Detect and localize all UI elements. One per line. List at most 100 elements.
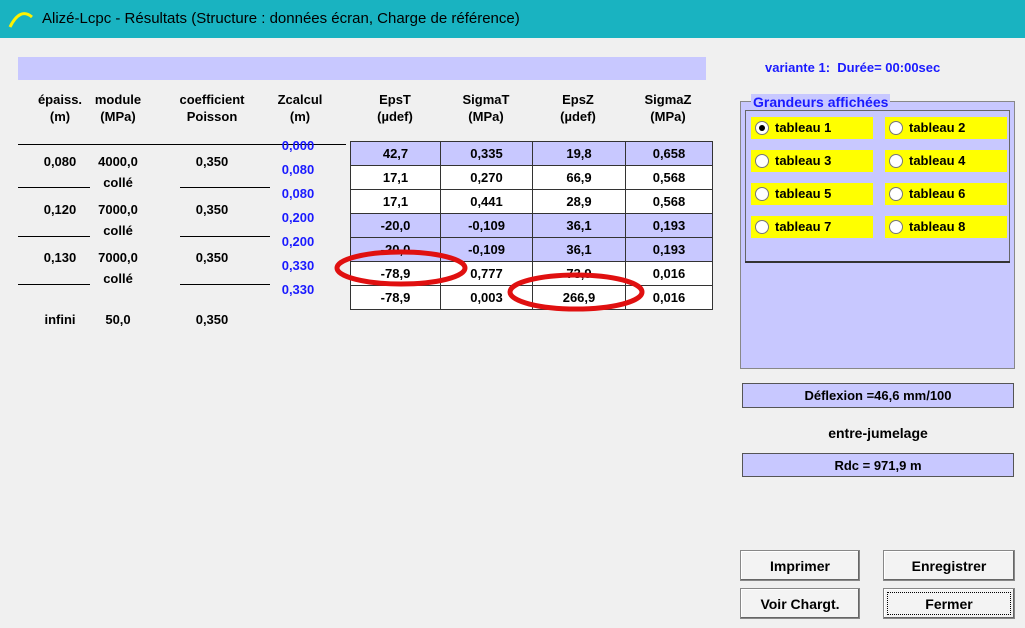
column-header: (m) [289,109,311,124]
result-cell: 0,003 [440,285,533,310]
interface: collé [103,223,133,238]
column-header: coefficient [179,92,245,107]
layer-value: 0,350 [195,250,229,265]
variant-info: variante 1: Durée= 00:00sec [765,60,941,75]
column-header: (MPa) [100,109,136,124]
rule [180,187,270,188]
button[interactable]: Enregistrer [883,550,1015,581]
result-cell: 36,1 [532,213,626,238]
result-cell: 0,658 [625,141,713,166]
radio-option[interactable]: tableau 8 [885,216,1007,238]
radio-button[interactable] [755,121,769,135]
result-cell: 36,1 [532,237,626,262]
column-header: (MPa) [650,109,686,124]
position-label: entre-jumelage [828,424,928,441]
title-bar: Alizé-Lcpc - Résultats (Structure : donn… [0,0,1025,38]
radio-option[interactable]: tableau 7 [751,216,873,238]
zcalcul: 0,080 [281,186,315,201]
result-cell: 0,193 [625,213,713,238]
radio-button[interactable] [889,187,903,201]
radio-option[interactable]: tableau 2 [885,117,1007,139]
result-cell: 0,441 [440,189,533,214]
column-header: (µdef) [377,109,413,124]
result-cell: 0,016 [625,261,713,286]
column-header: (m) [49,109,71,124]
radio-option[interactable]: tableau 6 [885,183,1007,205]
zcalcul: 0,200 [281,234,315,249]
radio-label: tableau 4 [909,153,966,168]
radio-label: tableau 8 [909,219,966,234]
column-header: module [94,92,142,107]
result-cell: -0,109 [440,213,533,238]
result-cell: 266,9 [532,285,626,310]
column-header: Zcalcul [277,92,323,107]
zcalcul: 0,000 [281,138,315,153]
radio-button[interactable] [755,187,769,201]
window-title: Alizé-Lcpc - Résultats (Structure : donn… [42,10,520,27]
display-group: Grandeurs affichées tableau 1 tableau 2 ta… [740,94,1015,369]
zcalcul: 0,080 [281,162,315,177]
button[interactable]: Voir Chargt. [740,588,860,619]
radio-label: tableau 2 [909,120,966,135]
zcalcul: 0,200 [281,210,315,225]
result-cell: 0,016 [625,285,713,310]
zcalcul: 0,330 [281,258,315,273]
button[interactable]: Imprimer [740,550,860,581]
layer-value: 0,130 [43,250,77,265]
result-cell: 0,335 [440,141,533,166]
layer-value: 0,350 [195,202,229,217]
radio-button[interactable] [755,220,769,234]
column-header: Poisson [186,109,238,124]
radio-option[interactable]: tableau 4 [885,150,1007,172]
radio-label: tableau 3 [775,153,832,168]
rule [18,284,90,285]
result-cell: 17,1 [350,165,441,190]
layer-value: 0,120 [43,202,77,217]
layer-value: 7000,0 [98,202,138,217]
radio-label: tableau 5 [775,186,832,201]
layer-value: 0,350 [195,312,229,327]
layer-value: 0,350 [195,154,229,169]
interface: collé [103,271,133,286]
deflexion: Déflexion =46,6 mm/100 [742,383,1014,408]
rule [180,284,270,285]
layer-value: 7000,0 [98,250,138,265]
result-cell: 17,1 [350,189,441,214]
result-cell: -20,0 [350,213,441,238]
rule [18,144,346,145]
result-cell: -78,9 [350,285,441,310]
result-cell: 0,777 [440,261,533,286]
radio-button[interactable] [889,220,903,234]
result-cell: 28,9 [532,189,626,214]
rule [180,236,270,237]
radio-button[interactable] [755,154,769,168]
radio-label: tableau 7 [775,219,832,234]
radio-dot [759,125,765,131]
result-cell: 0,270 [440,165,533,190]
column-header: SigmaZ [644,92,692,107]
group-title: Grandeurs affichées [751,94,891,110]
radio-option[interactable]: tableau 5 [751,183,873,205]
result-cell: -0,109 [440,237,533,262]
radio-label: tableau 1 [775,120,832,135]
group-frame [745,110,1010,262]
result-cell: 19,8 [532,141,626,166]
column-header: EpsZ [562,92,594,107]
column-header: SigmaT [462,92,510,107]
radio-label: tableau 6 [909,186,966,201]
result-cell: -20,0 [350,237,441,262]
radio-option[interactable]: tableau 1 [751,117,873,139]
zcalcul: 0,330 [281,282,315,297]
radio-button[interactable] [889,154,903,168]
result-cell: 66,9 [532,165,626,190]
column-header: (MPa) [468,109,504,124]
button[interactable]: Fermer [883,588,1015,619]
column-header: EpsT [379,92,411,107]
layer-value: infini [44,312,76,327]
column-header: (µdef) [560,109,596,124]
result-cell: 42,7 [350,141,441,166]
radio-button[interactable] [889,121,903,135]
rdc: Rdc = 971,9 m [742,453,1014,477]
radio-option[interactable]: tableau 3 [751,150,873,172]
